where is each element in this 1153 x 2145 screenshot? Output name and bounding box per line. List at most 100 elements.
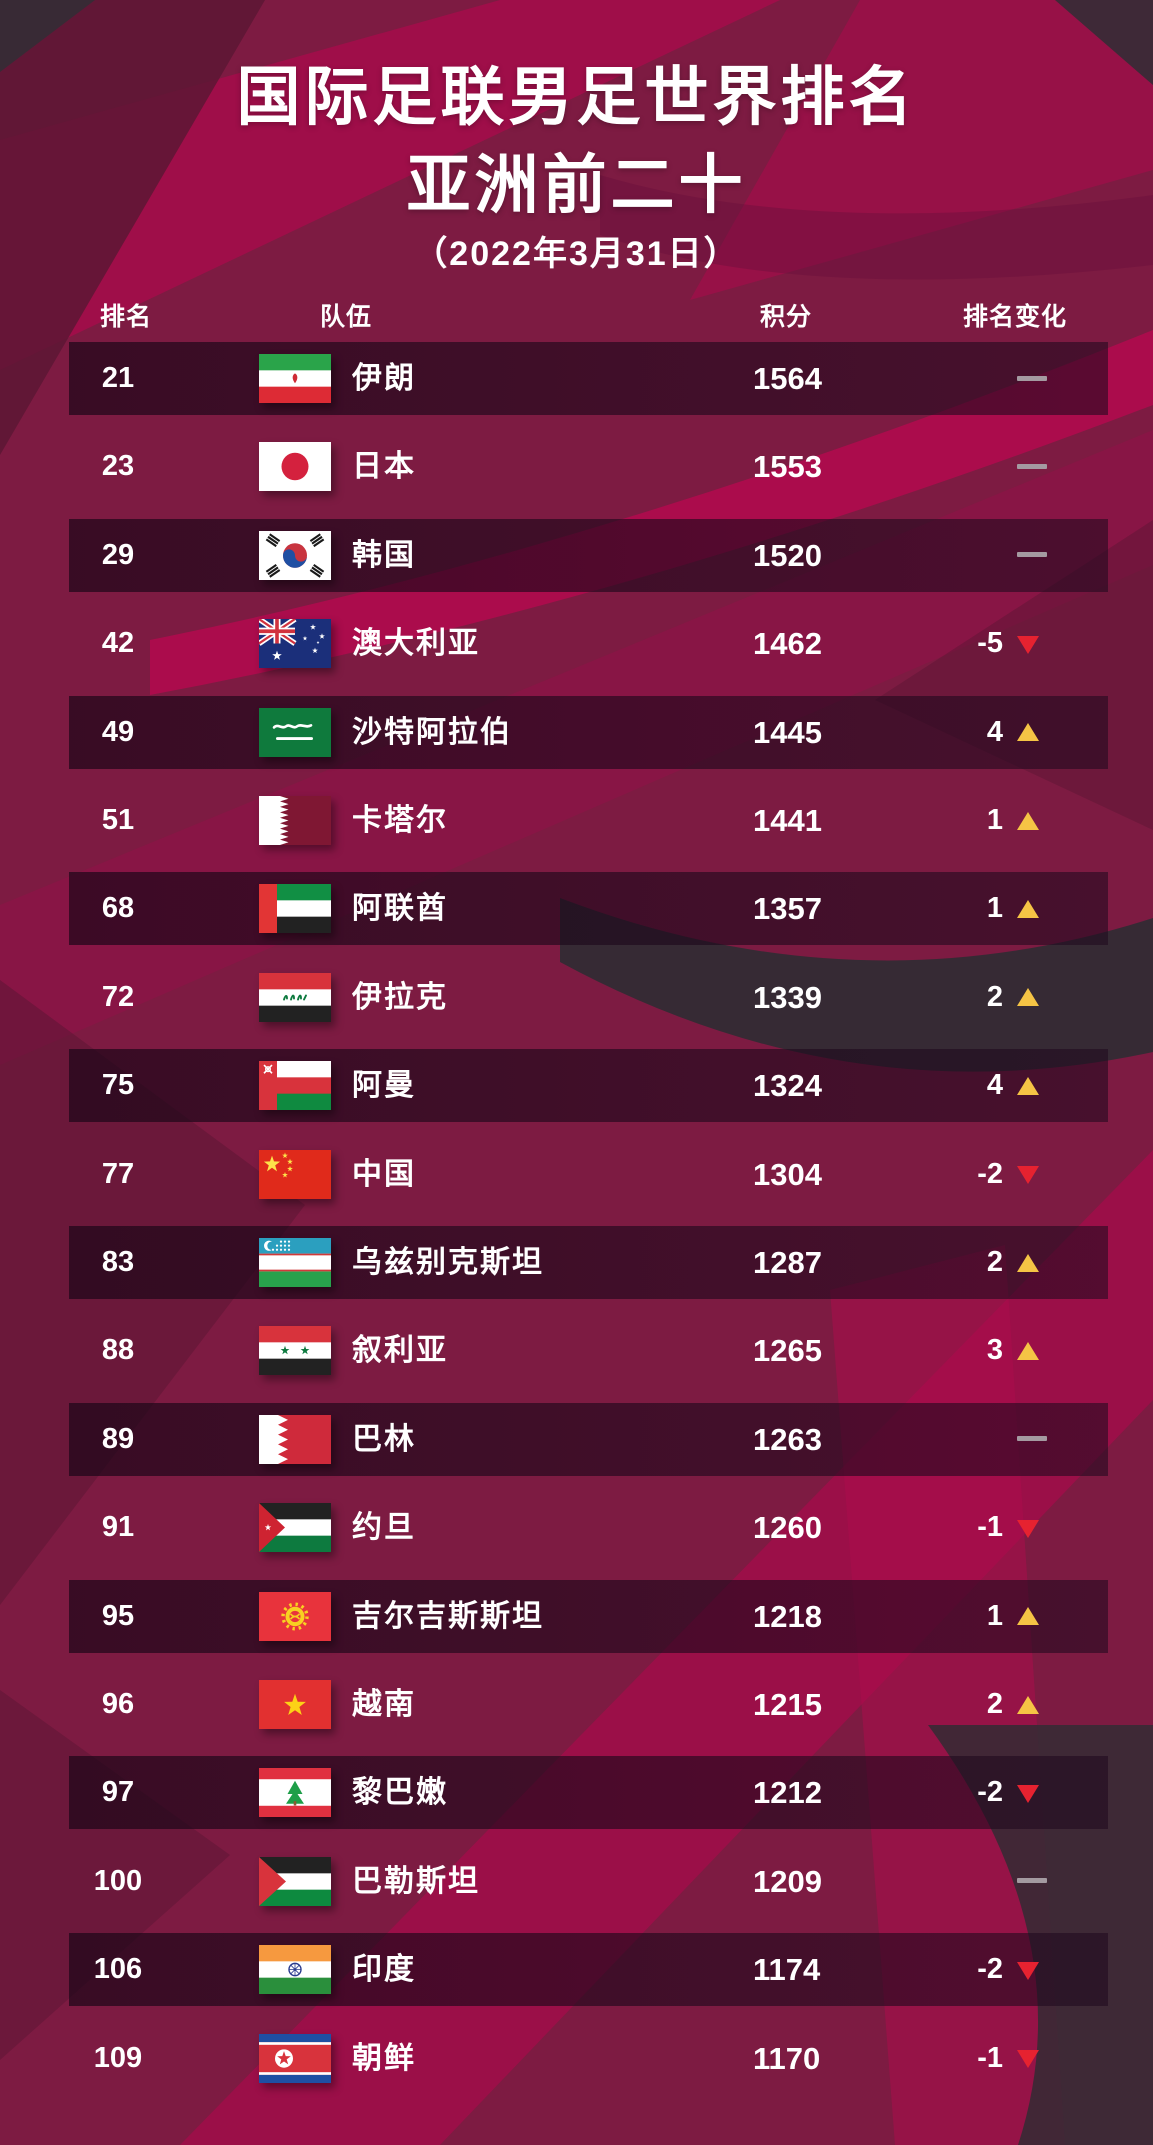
points-cell: 1218 — [753, 1598, 822, 1634]
team-name: 约旦 — [352, 1511, 416, 1545]
team-name: 巴林 — [352, 1422, 416, 1456]
flag-kg-icon — [259, 1591, 331, 1641]
flag-sa-icon — [259, 707, 331, 757]
no-change-dash-icon — [1017, 463, 1047, 469]
points-cell: 1265 — [753, 1333, 822, 1369]
triangle-up-icon — [1017, 988, 1039, 1007]
triangle-down-icon — [1017, 2050, 1039, 2069]
flag-kr-icon — [259, 530, 331, 580]
triangle-down-icon — [1017, 1784, 1039, 1803]
table-row: 29 韩国 1520 — [69, 518, 1108, 592]
flag-ps-icon — [259, 1856, 331, 1906]
column-header-change: 排名变化 — [963, 303, 1068, 331]
triangle-up-icon — [1017, 899, 1039, 918]
table-row: 21 伊朗 1564 — [69, 342, 1108, 415]
team-name: 沙特阿拉伯 — [352, 715, 512, 749]
change-value: 1 — [986, 892, 1003, 925]
team-name: 乌兹别克斯坦 — [352, 1246, 544, 1279]
rank-cell: 95 — [101, 1599, 135, 1632]
triangle-up-icon — [1017, 723, 1039, 742]
column-header-points: 积分 — [760, 303, 813, 331]
change-value: 4 — [986, 715, 1003, 748]
flag-jp-icon — [259, 442, 331, 492]
team-name: 吉尔吉斯斯坦 — [352, 1599, 544, 1633]
change-value: -1 — [977, 1511, 1003, 1544]
rank-cell: 29 — [101, 538, 135, 571]
no-change-dash-icon — [1017, 1436, 1047, 1442]
triangle-down-icon — [1017, 1519, 1039, 1538]
rank-cell: 91 — [101, 1511, 135, 1544]
triangle-up-icon — [1017, 1076, 1039, 1095]
flag-iq-icon — [259, 972, 331, 1022]
table-row: 75 阿曼 1324 4 — [69, 1049, 1108, 1123]
team-name: 黎巴嫩 — [352, 1776, 448, 1810]
table-row: 88 叙利亚 1265 3 — [69, 1314, 1108, 1387]
rank-cell: 100 — [93, 1864, 143, 1897]
triangle-down-icon — [1017, 1961, 1039, 1980]
flag-vn-icon — [259, 1680, 331, 1729]
team-name: 巴勒斯坦 — [352, 1864, 480, 1898]
flag-kp-icon — [259, 2033, 331, 2083]
flag-ir-icon — [259, 354, 331, 403]
change-value: -1 — [977, 2041, 1003, 2074]
points-cell: 1215 — [753, 1687, 822, 1722]
column-header-rank: 排名 — [100, 303, 153, 331]
points-cell: 1564 — [753, 361, 822, 396]
points-cell: 1520 — [753, 537, 822, 573]
team-name: 阿曼 — [352, 1069, 416, 1103]
points-cell: 1287 — [753, 1245, 822, 1280]
table-row: 97 黎巴嫩 1212 -2 — [69, 1756, 1108, 1830]
change-value — [869, 342, 1003, 415]
table-row: 91 约旦 1260 -1 — [69, 1491, 1108, 1564]
change-value: 2 — [986, 1246, 1003, 1278]
table-row: 89 巴林 1263 — [69, 1402, 1108, 1476]
change-value: 2 — [986, 1688, 1003, 1720]
team-name: 叙利亚 — [352, 1334, 448, 1368]
no-change-dash-icon — [1017, 552, 1047, 558]
flag-qa-icon — [259, 796, 331, 845]
rank-cell: 89 — [101, 1422, 135, 1455]
table-row: 109 朝鲜 1170 -1 — [69, 2022, 1108, 2095]
rank-cell: 42 — [101, 627, 135, 660]
column-header-team: 队伍 — [320, 303, 373, 331]
rank-cell: 96 — [101, 1688, 135, 1720]
rank-cell: 97 — [101, 1776, 135, 1809]
table-row: 68 阿联酋 1357 1 — [69, 872, 1108, 946]
rank-cell: 51 — [101, 804, 135, 836]
rank-cell: 75 — [101, 1069, 135, 1102]
change-value: -2 — [977, 1776, 1003, 1809]
points-cell: 1462 — [753, 626, 822, 662]
table-row: 106 印度 1174 -2 — [69, 1933, 1108, 2007]
team-name: 澳大利亚 — [352, 627, 480, 661]
flag-lb-icon — [259, 1768, 331, 1818]
team-name: 中国 — [352, 1157, 416, 1191]
page-title-line2: 亚洲前二十 — [406, 149, 747, 221]
table-row: 49 沙特阿拉伯 1445 4 — [69, 695, 1108, 769]
flag-cn-icon — [259, 1149, 331, 1199]
flag-sy-icon — [259, 1326, 331, 1376]
no-change-dash-icon — [1017, 1878, 1047, 1884]
table-row: 77 中国 1304 -2 — [69, 1138, 1108, 1211]
table-row: 42 澳大利亚 1462 -5 — [69, 607, 1108, 680]
table-row: 83 乌兹别克斯坦 1287 2 — [69, 1226, 1108, 1299]
table-row: 51 卡塔尔 1441 1 — [69, 784, 1108, 857]
rank-cell: 21 — [101, 362, 135, 394]
points-cell: 1170 — [753, 2040, 821, 2076]
change-value — [869, 430, 1003, 503]
date-label: （2022年3月31日） — [413, 235, 740, 273]
table-row: 95 吉尔吉斯斯坦 1218 1 — [69, 1579, 1108, 1653]
points-cell: 1445 — [753, 714, 822, 750]
team-name: 日本 — [352, 450, 416, 484]
triangle-up-icon — [1017, 811, 1039, 830]
team-name: 伊朗 — [352, 362, 416, 395]
table-row: 23 日本 1553 — [69, 430, 1108, 503]
triangle-up-icon — [1017, 1253, 1039, 1272]
table-row: 96 越南 1215 2 — [69, 1668, 1108, 1741]
change-value: 1 — [986, 1599, 1003, 1632]
points-cell: 1260 — [753, 1510, 822, 1546]
points-cell: 1209 — [753, 1863, 822, 1899]
flag-jo-icon — [259, 1503, 331, 1553]
triangle-up-icon — [1017, 1607, 1039, 1626]
points-cell: 1441 — [753, 803, 822, 838]
table-row: 72 伊拉克 1339 2 — [69, 961, 1108, 1034]
